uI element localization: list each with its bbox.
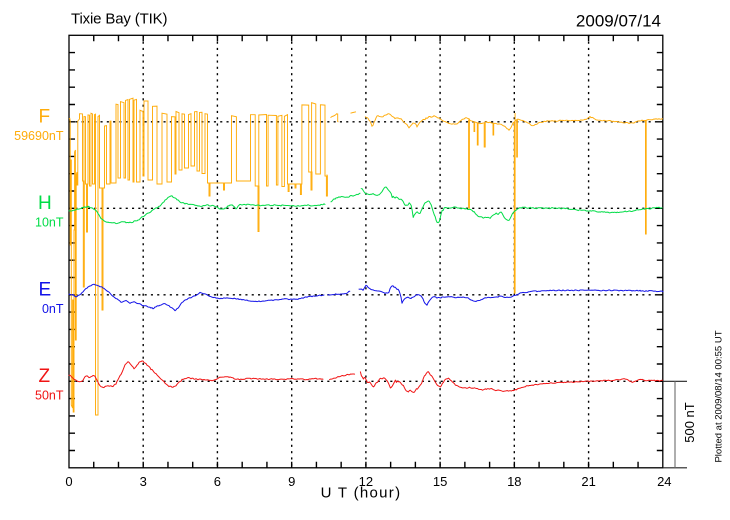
svg-text:15: 15 [433,474,447,489]
svg-text:2009/07/14: 2009/07/14 [576,12,661,31]
svg-text:24: 24 [657,474,671,489]
svg-text:Plotted at 2009/08/14 00:55 UT: Plotted at 2009/08/14 00:55 UT [714,330,725,462]
svg-text:0nT: 0nT [42,302,64,316]
svg-text:3: 3 [140,474,147,489]
svg-text:21: 21 [581,474,595,489]
svg-text:6: 6 [214,474,221,489]
svg-text:0: 0 [65,474,72,489]
svg-text:59690nT: 59690nT [14,129,64,143]
svg-text:10nT: 10nT [35,216,64,230]
svg-text:Tixie Bay (TIK): Tixie Bay (TIK) [71,11,168,28]
svg-text:U T (hour): U T (hour) [321,485,402,502]
svg-text:Z: Z [39,366,51,387]
svg-text:50nT: 50nT [35,389,64,403]
svg-text:E: E [39,280,52,301]
svg-text:500 nT: 500 nT [682,402,697,443]
svg-text:9: 9 [288,474,295,489]
svg-text:12: 12 [359,474,373,489]
svg-text:H: H [38,193,52,214]
svg-text:F: F [39,107,51,128]
svg-text:18: 18 [507,474,521,489]
